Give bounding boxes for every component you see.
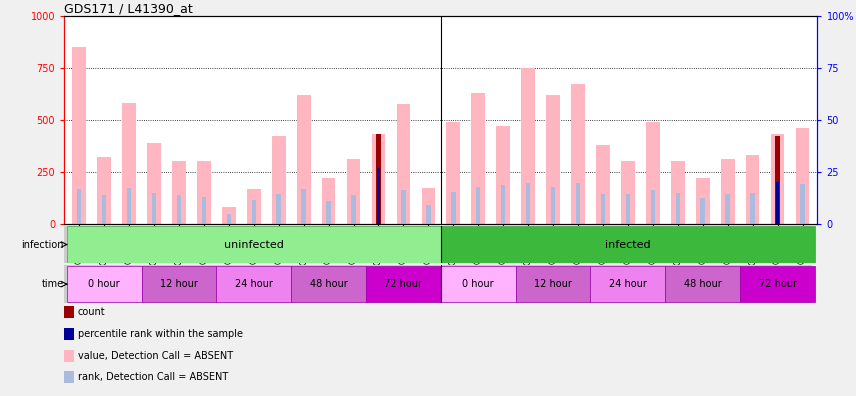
Text: 48 hour: 48 hour — [684, 279, 722, 289]
Bar — [372, 134, 385, 224]
Bar — [751, 192, 755, 224]
Text: 12 hour: 12 hour — [160, 279, 198, 289]
Bar — [675, 192, 680, 224]
Text: infected: infected — [605, 240, 651, 249]
Text: 72 hour: 72 hour — [384, 279, 422, 289]
Bar — [601, 194, 605, 224]
Bar — [122, 103, 136, 224]
Bar — [401, 190, 406, 224]
Bar — [202, 197, 206, 224]
Bar — [551, 187, 556, 224]
Bar — [472, 93, 485, 224]
Bar — [626, 194, 630, 224]
Bar — [252, 200, 256, 224]
Bar — [301, 189, 306, 224]
Bar — [396, 104, 410, 224]
Bar — [621, 162, 635, 224]
Bar — [721, 159, 734, 224]
Bar — [141, 266, 217, 302]
Bar — [351, 195, 356, 224]
Bar — [322, 178, 336, 224]
Text: 24 hour: 24 hour — [235, 279, 273, 289]
Bar — [297, 95, 311, 224]
Bar — [776, 184, 780, 224]
Bar — [596, 145, 609, 224]
Bar — [546, 95, 560, 224]
Bar — [447, 122, 461, 224]
Bar — [796, 128, 810, 224]
Bar — [441, 266, 515, 302]
Bar — [326, 201, 330, 224]
Bar — [651, 190, 655, 224]
Bar — [222, 207, 235, 224]
Bar — [725, 194, 730, 224]
Text: 72 hour: 72 hour — [758, 279, 797, 289]
Text: 0 hour: 0 hour — [462, 279, 494, 289]
Bar — [347, 159, 360, 224]
Bar — [646, 122, 660, 224]
Text: rank, Detection Call = ABSENT: rank, Detection Call = ABSENT — [78, 372, 229, 383]
Bar — [476, 187, 480, 224]
Text: 0 hour: 0 hour — [88, 279, 120, 289]
Text: infection: infection — [21, 240, 63, 249]
Bar — [176, 195, 181, 224]
Bar — [496, 126, 510, 224]
Bar — [451, 192, 455, 224]
Bar — [526, 183, 531, 224]
Bar — [376, 134, 381, 224]
Bar — [227, 214, 231, 224]
Bar — [441, 227, 815, 263]
Bar — [576, 183, 580, 224]
Bar — [700, 198, 705, 224]
Bar — [571, 84, 585, 224]
Text: 24 hour: 24 hour — [609, 279, 647, 289]
Bar — [521, 68, 535, 224]
Text: time: time — [42, 279, 63, 289]
Bar — [501, 185, 505, 224]
Text: uninfected: uninfected — [223, 240, 283, 249]
Bar — [102, 195, 106, 224]
Bar — [272, 136, 286, 224]
Bar — [172, 162, 186, 224]
Bar — [77, 189, 81, 224]
Bar — [591, 266, 665, 302]
Bar — [696, 178, 710, 224]
Bar — [291, 266, 366, 302]
Bar — [770, 134, 784, 224]
Bar — [800, 184, 805, 224]
Bar — [247, 189, 260, 224]
Text: 12 hour: 12 hour — [534, 279, 572, 289]
Text: value, Detection Call = ABSENT: value, Detection Call = ABSENT — [78, 350, 233, 361]
Bar — [67, 266, 141, 302]
Text: GDS171 / L41390_at: GDS171 / L41390_at — [64, 2, 193, 15]
Bar — [152, 192, 157, 224]
Bar — [377, 168, 381, 224]
Bar — [276, 194, 281, 224]
Bar — [665, 266, 740, 302]
Bar — [421, 188, 435, 224]
Bar — [776, 182, 779, 224]
Bar — [72, 47, 86, 224]
Bar — [197, 162, 211, 224]
Bar — [98, 157, 111, 224]
Bar — [775, 136, 781, 224]
Bar — [217, 266, 291, 302]
Bar — [426, 205, 431, 224]
Text: percentile rank within the sample: percentile rank within the sample — [78, 329, 243, 339]
Bar — [515, 266, 591, 302]
Bar — [147, 143, 161, 224]
Bar — [366, 266, 441, 302]
Bar — [740, 266, 815, 302]
Bar — [671, 162, 685, 224]
Text: 48 hour: 48 hour — [310, 279, 348, 289]
Bar — [746, 155, 759, 224]
Text: count: count — [78, 307, 105, 317]
Bar — [377, 168, 380, 224]
Bar — [67, 227, 441, 263]
Bar — [127, 188, 131, 224]
